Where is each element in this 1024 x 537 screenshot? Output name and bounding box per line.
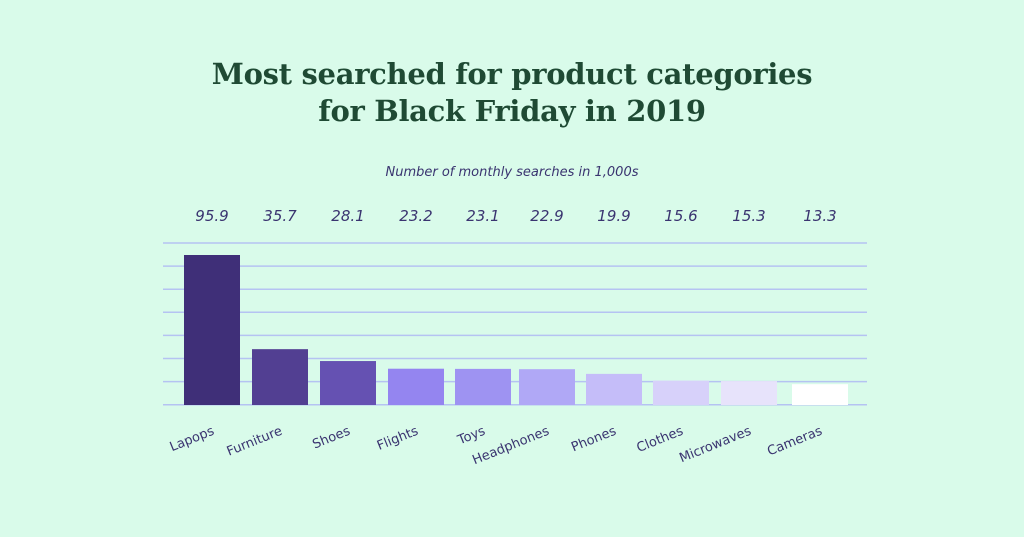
- bar-phones: [586, 373, 642, 405]
- bar-flights: [388, 368, 444, 405]
- value-label: 35.7: [263, 207, 297, 225]
- bar-shoes: [320, 361, 376, 405]
- value-label: 28.1: [331, 207, 364, 225]
- bar-lapops: [184, 255, 240, 405]
- value-label: 95.9: [195, 207, 228, 225]
- chart-title-line-1: Most searched for product categories: [211, 57, 813, 91]
- category-label: Shoes: [311, 424, 353, 453]
- value-label: 19.9: [597, 207, 630, 225]
- bar-clothes: [653, 380, 709, 405]
- category-label: Cameras: [765, 424, 824, 460]
- category-label: Furniture: [225, 424, 285, 460]
- value-label: 22.9: [530, 207, 563, 225]
- chart-title-line-2: for Black Friday in 2019: [318, 94, 706, 128]
- chart-subtitle: Number of monthly searches in 1,000s: [385, 165, 639, 180]
- chart-title: Most searched for product categories for…: [0, 56, 1024, 130]
- value-label: 15.3: [732, 207, 765, 225]
- category-label: Phones: [569, 424, 618, 456]
- value-label: 13.3: [803, 207, 836, 225]
- category-label: Flights: [375, 424, 421, 454]
- bar-headphones: [519, 369, 575, 405]
- bar-microwaves: [721, 381, 777, 405]
- bar-toys: [455, 368, 511, 405]
- value-label: 23.1: [466, 207, 499, 225]
- category-label: Lapops: [168, 424, 217, 455]
- bar-cameras: [792, 384, 848, 405]
- category-label: Microwaves: [677, 424, 753, 466]
- bar-furniture: [252, 349, 308, 405]
- value-label: 15.6: [664, 207, 697, 225]
- value-label: 23.2: [399, 207, 432, 225]
- category-label: Toys: [455, 424, 488, 449]
